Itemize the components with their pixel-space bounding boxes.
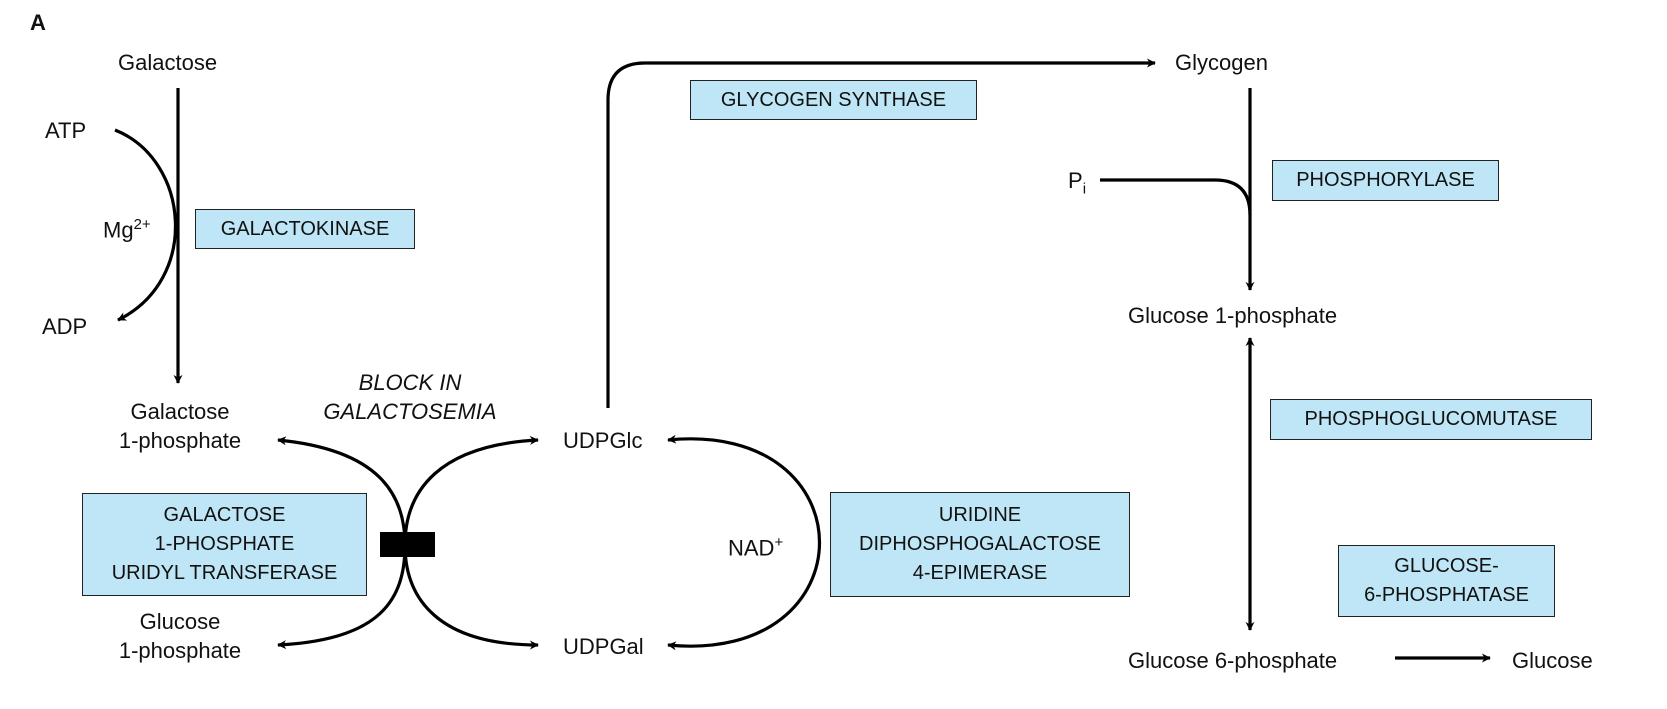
- nad-symbol: NAD: [728, 535, 775, 561]
- arrow-atp-adp: [114, 128, 177, 322]
- arrow-glycogen-synthase: [606, 58, 1156, 408]
- gal1p-line1: Galactose: [130, 399, 230, 424]
- arrow-pi-join: [1100, 178, 1252, 216]
- label-pi: Pi: [1068, 166, 1086, 203]
- enzyme-glycogen-synthase: GLYCOGEN SYNTHASE: [690, 80, 977, 120]
- label-block-in-galactosemia: BLOCK IN GALACTOSEMIA: [290, 368, 530, 426]
- label-udpglc: UDPGlc: [563, 428, 643, 453]
- arrow-to-glc1p-left: [277, 544, 407, 650]
- label-atp: ATP: [45, 118, 87, 143]
- enzyme-uridyl-transferase: GALACTOSE 1-PHOSPHATE URIDYL TRANSFERASE: [82, 493, 367, 596]
- enzyme-transferase-line2: 1-PHOSPHATE: [154, 533, 295, 555]
- label-glucose: Glucose: [1512, 648, 1593, 673]
- block-bar: [380, 532, 435, 557]
- label-nad: NAD+: [728, 528, 783, 562]
- label-glucose-1-phosphate-left: Glucose 1-phosphate: [100, 607, 260, 665]
- gal1p-line2: 1-phosphate: [118, 428, 242, 453]
- glc1p-left-line2: 1-phosphate: [118, 638, 242, 663]
- nad-charge: +: [774, 534, 784, 551]
- enzyme-glycogen-synthase-line1: GLYCOGEN SYNTHASE: [720, 88, 947, 111]
- glc1p-left-line1: Glucose: [139, 609, 221, 634]
- enzyme-phosphorylase: PHOSPHORYLASE: [1272, 160, 1499, 201]
- arrow-to-udpglc: [403, 435, 539, 546]
- label-adp: ADP: [42, 314, 88, 339]
- enzyme-epimerase-line2: DIPHOSPHOGALACTOSE: [859, 533, 1101, 555]
- arrow-epimerase-loop: [667, 434, 822, 651]
- enzyme-galactokinase: GALACTOKINASE: [195, 209, 415, 249]
- enzyme-epimerase-line1: URIDINE: [938, 504, 1022, 526]
- label-galactose-1-phosphate: Galactose 1-phosphate: [100, 397, 260, 455]
- label-galactose: Galactose: [118, 50, 218, 75]
- enzyme-transferase-line3: URIDYL TRANSFERASE: [111, 562, 338, 584]
- enzyme-glucose-6-phosphatase: GLUCOSE- 6-PHOSPHATASE: [1338, 545, 1555, 617]
- enzyme-g6pase-line1: GLUCOSE-: [1394, 555, 1499, 577]
- block-line2: GALACTOSEMIA: [323, 399, 497, 424]
- mg-charge: 2+: [133, 216, 151, 233]
- arrow-to-gal1p: [277, 436, 407, 546]
- enzyme-transferase-line1: GALACTOSE: [163, 504, 286, 526]
- pi-subscript: i: [1082, 180, 1087, 198]
- label-udpgal: UDPGal: [563, 634, 644, 659]
- label-mg: Mg2+: [103, 210, 151, 244]
- enzyme-phosphoglucomutase-line1: PHOSPHOGLUCOMUTASE: [1304, 408, 1558, 430]
- block-line1: BLOCK IN: [358, 370, 462, 395]
- enzyme-epimerase: URIDINE DIPHOSPHOGALACTOSE 4-EPIMERASE: [830, 492, 1130, 597]
- label-glycogen: Glycogen: [1175, 50, 1268, 75]
- enzyme-phosphoglucomutase: PHOSPHOGLUCOMUTASE: [1270, 399, 1592, 440]
- label-glucose-6-phosphate: Glucose 6-phosphate: [1128, 648, 1338, 673]
- enzyme-g6pase-line2: 6-PHOSPHATASE: [1364, 584, 1529, 606]
- pi-symbol: P: [1068, 168, 1083, 193]
- enzyme-galactokinase-line1: GALACTOKINASE: [220, 217, 390, 240]
- label-glucose-1-phosphate-right: Glucose 1-phosphate: [1128, 303, 1338, 328]
- arrow-to-udpgal: [403, 544, 539, 650]
- enzyme-epimerase-line3: 4-EPIMERASE: [912, 562, 1048, 584]
- panel-label: A: [30, 10, 46, 35]
- mg-symbol: Mg: [103, 217, 134, 243]
- enzyme-phosphorylase-line1: PHOSPHORYLASE: [1296, 169, 1475, 191]
